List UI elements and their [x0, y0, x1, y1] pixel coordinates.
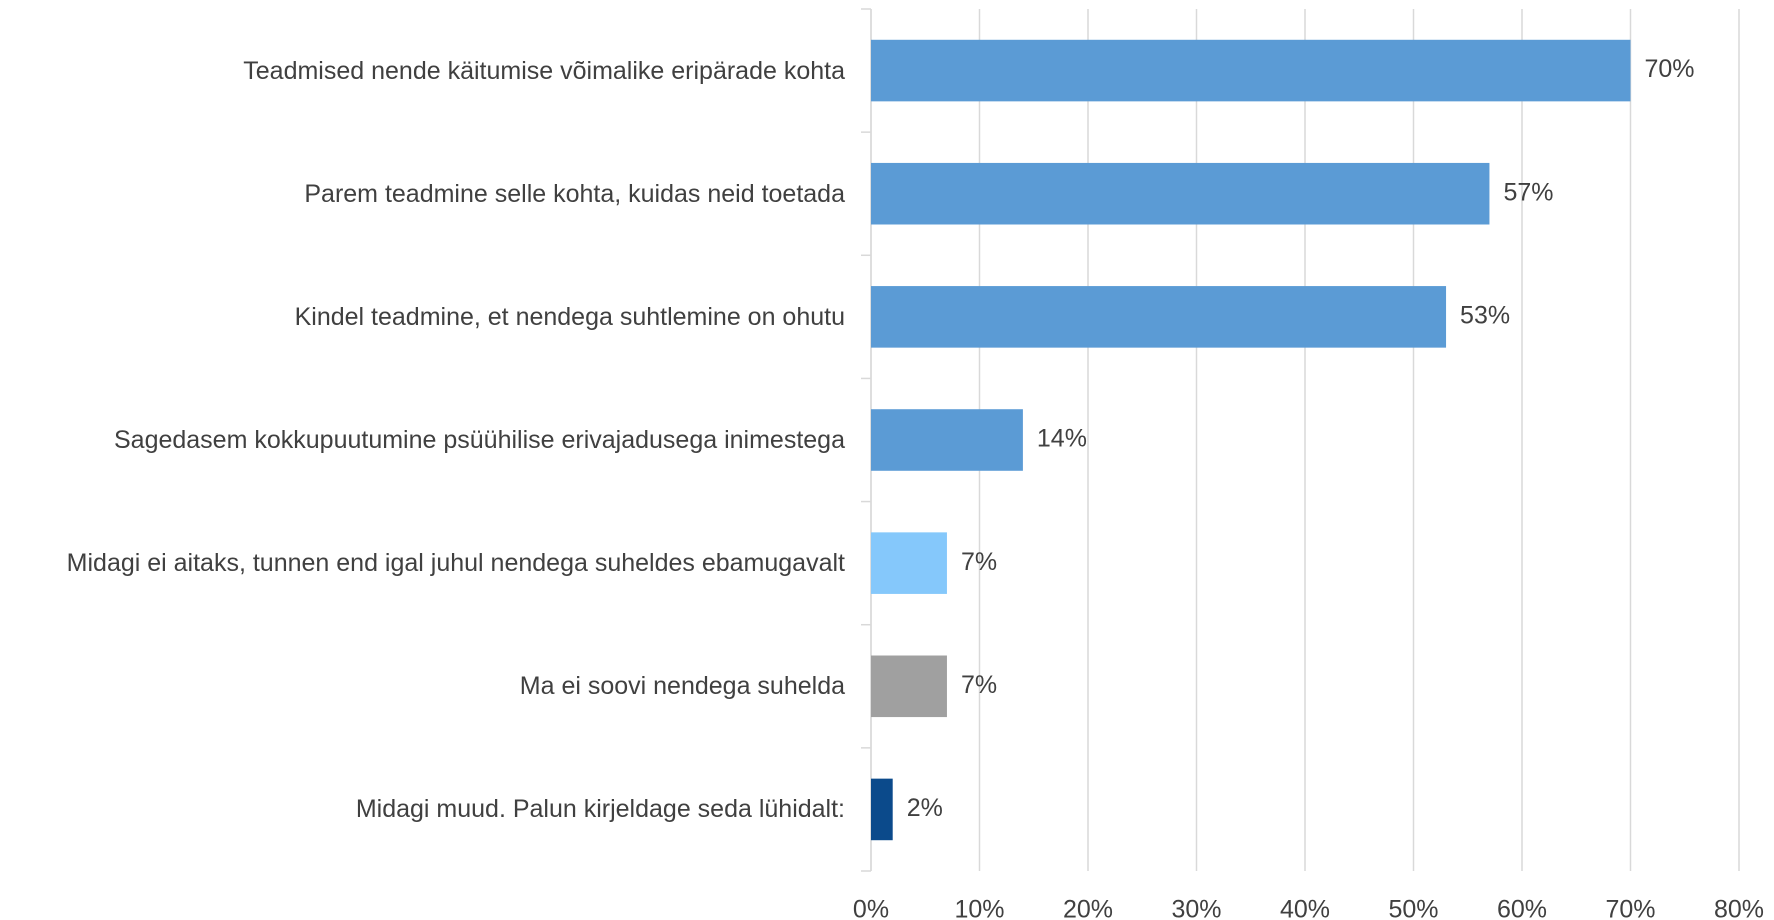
bar — [871, 162, 1490, 225]
y-tick-label: Midagi ei aitaks, tunnen end igal juhul … — [66, 549, 845, 578]
bar — [871, 39, 1631, 102]
y-tick-label: Ma ei soovi nendega suhelda — [519, 672, 845, 701]
data-label: 53% — [1460, 301, 1510, 329]
bar — [871, 286, 1447, 348]
y-tick-label: Midagi muud. Palun kirjeldage seda lühid… — [355, 795, 845, 824]
x-tick-label: 50% — [1388, 896, 1438, 920]
x-tick-label: 80% — [1714, 896, 1764, 920]
data-label: 7% — [961, 671, 997, 699]
x-tick-label: 0% — [853, 896, 889, 920]
y-tick-label: Parem teadmine selle kohta, kuidas neid … — [304, 179, 845, 208]
x-tick-label: 40% — [1280, 896, 1330, 920]
x-tick-label: 10% — [954, 896, 1004, 920]
data-label: 70% — [1645, 55, 1695, 83]
bar — [871, 778, 893, 841]
data-label: 7% — [961, 548, 997, 576]
data-label: 14% — [1037, 425, 1087, 453]
x-tick-label: 60% — [1497, 896, 1547, 920]
x-tick-label: 30% — [1171, 896, 1221, 920]
y-tick-label: Sagedasem kokkupuutumine psüühilise eriv… — [113, 426, 845, 454]
data-label: 57% — [1503, 178, 1553, 206]
data-label: 2% — [907, 794, 943, 822]
bar — [871, 532, 947, 594]
y-tick-label: Teadmised nende käitumise võimalike erip… — [243, 56, 845, 85]
x-tick-label: 20% — [1063, 896, 1113, 920]
x-tick-label: 70% — [1605, 896, 1655, 920]
bar — [871, 655, 947, 718]
y-tick-label: Kindel teadmine, et nendega suhtlemine o… — [294, 302, 845, 331]
bar — [871, 409, 1023, 471]
